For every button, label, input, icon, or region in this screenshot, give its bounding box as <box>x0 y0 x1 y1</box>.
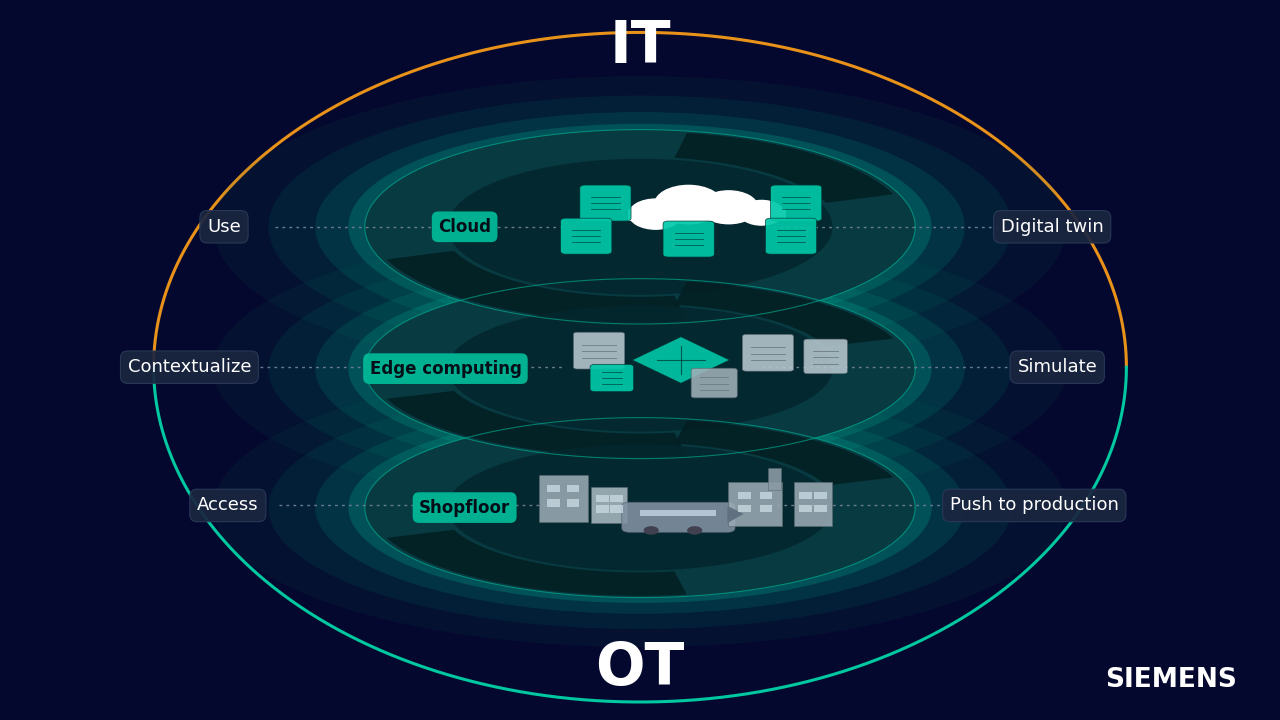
Polygon shape <box>550 285 730 315</box>
Circle shape <box>644 526 659 535</box>
Text: SIEMENS: SIEMENS <box>1105 667 1238 693</box>
Ellipse shape <box>448 158 833 295</box>
Bar <box>759 492 772 499</box>
Polygon shape <box>550 423 730 454</box>
Bar <box>567 500 580 507</box>
FancyBboxPatch shape <box>573 333 625 369</box>
Ellipse shape <box>269 96 1011 358</box>
FancyBboxPatch shape <box>622 503 735 532</box>
Polygon shape <box>675 133 893 203</box>
Polygon shape <box>727 506 744 523</box>
Ellipse shape <box>315 263 965 475</box>
Text: Push to production: Push to production <box>950 497 1119 515</box>
Text: IT: IT <box>609 18 671 76</box>
FancyBboxPatch shape <box>794 482 832 526</box>
FancyBboxPatch shape <box>539 475 588 521</box>
Ellipse shape <box>348 273 932 464</box>
Ellipse shape <box>365 418 915 598</box>
Ellipse shape <box>269 247 1011 490</box>
Polygon shape <box>387 391 687 456</box>
Bar <box>759 505 772 512</box>
Text: Simulate: Simulate <box>1018 359 1097 376</box>
Ellipse shape <box>365 130 915 324</box>
FancyBboxPatch shape <box>771 185 822 221</box>
Ellipse shape <box>448 445 833 570</box>
Text: Access: Access <box>197 497 259 515</box>
Bar <box>768 468 781 490</box>
Bar <box>567 485 580 492</box>
Ellipse shape <box>365 418 915 598</box>
Circle shape <box>654 186 723 224</box>
Bar <box>739 505 751 512</box>
Polygon shape <box>387 251 687 322</box>
FancyBboxPatch shape <box>591 487 627 523</box>
Polygon shape <box>627 210 786 221</box>
Text: Shopfloor: Shopfloor <box>419 499 511 517</box>
Polygon shape <box>550 285 730 315</box>
FancyBboxPatch shape <box>590 364 634 392</box>
Polygon shape <box>675 282 893 346</box>
Bar <box>640 510 717 516</box>
Ellipse shape <box>315 402 965 613</box>
FancyBboxPatch shape <box>580 185 631 221</box>
Bar <box>814 492 827 499</box>
Ellipse shape <box>448 305 833 432</box>
Circle shape <box>740 200 783 225</box>
Polygon shape <box>632 337 730 383</box>
Circle shape <box>699 191 758 224</box>
Text: Cloud: Cloud <box>438 217 492 236</box>
FancyBboxPatch shape <box>804 339 847 374</box>
Bar <box>739 492 751 499</box>
Text: OT: OT <box>595 639 685 697</box>
Bar <box>547 500 559 507</box>
Polygon shape <box>550 423 730 454</box>
Ellipse shape <box>214 368 1066 647</box>
Ellipse shape <box>348 412 932 603</box>
Bar <box>814 505 827 512</box>
Bar <box>595 505 608 513</box>
Ellipse shape <box>365 279 915 459</box>
Bar <box>595 495 608 502</box>
FancyBboxPatch shape <box>663 221 714 257</box>
Ellipse shape <box>269 386 1011 629</box>
Ellipse shape <box>365 279 915 459</box>
Text: Use: Use <box>207 217 241 236</box>
Bar <box>547 485 559 492</box>
Polygon shape <box>550 285 730 315</box>
Polygon shape <box>387 530 687 595</box>
Ellipse shape <box>348 124 932 330</box>
Bar <box>799 505 812 512</box>
Ellipse shape <box>214 229 1066 508</box>
Text: Digital twin: Digital twin <box>1001 217 1103 236</box>
Text: Contextualize: Contextualize <box>128 359 251 376</box>
Polygon shape <box>550 423 730 454</box>
Text: Edge computing: Edge computing <box>370 360 521 377</box>
FancyBboxPatch shape <box>728 482 782 526</box>
Ellipse shape <box>214 76 1066 377</box>
Ellipse shape <box>315 112 965 341</box>
FancyBboxPatch shape <box>765 218 817 254</box>
Circle shape <box>687 526 703 535</box>
Bar <box>799 492 812 499</box>
Bar <box>611 505 623 513</box>
FancyBboxPatch shape <box>691 369 737 398</box>
FancyBboxPatch shape <box>561 218 612 254</box>
Polygon shape <box>675 420 893 485</box>
FancyBboxPatch shape <box>742 334 794 372</box>
Bar <box>611 495 623 502</box>
Circle shape <box>628 199 682 229</box>
Ellipse shape <box>365 130 915 324</box>
